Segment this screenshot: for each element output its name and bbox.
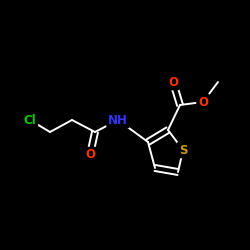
Text: NH: NH: [108, 114, 128, 126]
Text: O: O: [85, 148, 95, 162]
Text: O: O: [168, 76, 178, 88]
Text: O: O: [198, 96, 208, 108]
Text: Cl: Cl: [24, 114, 36, 126]
Text: S: S: [179, 144, 187, 156]
